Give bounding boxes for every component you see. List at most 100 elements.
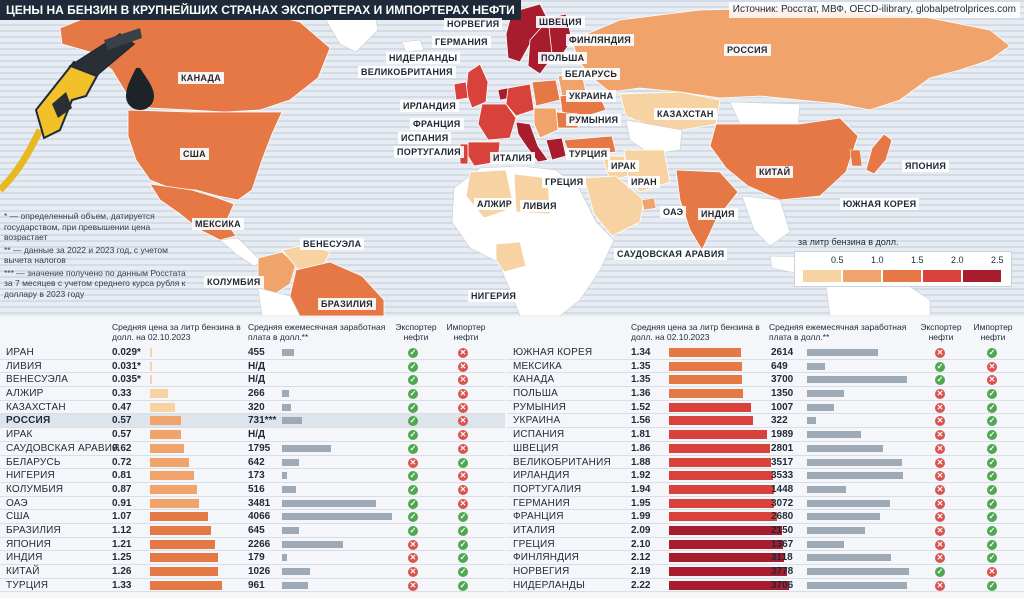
- price-value: 2.19: [631, 566, 651, 577]
- salary-value: 173: [248, 470, 265, 482]
- price-value: 1.56: [631, 415, 651, 427]
- map-label-21: ИРАК: [608, 160, 639, 172]
- check-icon: ✓: [408, 443, 418, 454]
- price-value: 0.035*: [112, 374, 141, 386]
- map-label-11: УКРАИНА: [566, 90, 617, 102]
- table-row: ГРЕЦИЯ 2.10 1367 ✕ ✓: [507, 538, 1024, 552]
- map-shape-south-america-rest: [257, 287, 301, 316]
- price-value: 0.57: [112, 415, 132, 427]
- map-label-23: ЯПОНИЯ: [902, 160, 950, 172]
- price-value: 1.21: [112, 538, 132, 550]
- salary-value: 3706: [771, 579, 794, 591]
- rows-left: ИРАН 0.029* 455 ✓ ✕ ЛИВИЯ 0.031* Н/Д ✓ ✕ ВЕНЕСУЭЛА…: [0, 346, 505, 593]
- price-value: 1.33: [112, 579, 132, 591]
- country-name: ЮЖНАЯ КОРЕЯ: [513, 347, 593, 358]
- price-value: 0.57: [112, 429, 132, 441]
- table-row: ЯПОНИЯ 1.21 2266 ✕ ✓: [0, 538, 505, 552]
- cross-icon: ✕: [408, 457, 418, 468]
- country-name: ВЕЛИКОБРИТАНИЯ: [513, 456, 611, 468]
- check-icon: ✓: [987, 525, 997, 536]
- legend-swatch-1: [803, 270, 841, 282]
- table-row: ГЕРМАНИЯ 1.95 3072 ✕ ✓: [507, 497, 1024, 511]
- cross-icon: ✕: [935, 498, 945, 509]
- salary-value: 1350: [771, 388, 794, 400]
- map-shape-mongolia: [729, 101, 801, 125]
- price-value: 1.26: [112, 566, 132, 577]
- cross-icon: ✕: [458, 498, 468, 509]
- country-name: МЕКСИКА: [513, 360, 563, 372]
- cross-icon: ✕: [935, 348, 945, 358]
- salary-bar: [807, 513, 880, 521]
- price-bar: [669, 498, 775, 508]
- cross-icon: ✕: [458, 416, 468, 427]
- price-bar: [669, 539, 783, 549]
- map-label-34: КОЛУМБИЯ: [204, 276, 264, 288]
- salary-value: 1989: [771, 429, 794, 441]
- map-shape-central-europe: [533, 107, 559, 139]
- footnote-2: ** — данные за 2022 и 2023 год, с учетом…: [4, 244, 168, 266]
- table-row: ВЕНЕСУЭЛА 0.035* Н/Д ✓ ✕: [0, 373, 505, 388]
- price-value: 0.91: [112, 497, 132, 509]
- legend-swatch-3: [883, 270, 921, 282]
- cross-icon: ✕: [458, 443, 468, 454]
- check-icon: ✓: [987, 416, 997, 427]
- price-bar: [669, 580, 789, 590]
- legend-tick-1: 0.5: [831, 255, 844, 265]
- price-bar: [669, 416, 754, 426]
- price-bar: [150, 443, 184, 453]
- salary-bar: [282, 472, 287, 480]
- price-value: 0.029*: [112, 347, 141, 358]
- table-row: США 1.07 4066 ✓ ✓: [0, 510, 505, 524]
- salary-bar: [807, 431, 861, 439]
- salary-value: 266: [248, 388, 265, 400]
- salary-value: 516: [248, 483, 265, 495]
- map-shape-greece: [545, 137, 567, 161]
- table-row: КАНАДА 1.35 3700 ✓ ✕: [507, 373, 1024, 388]
- price-value: 2.22: [631, 579, 651, 591]
- salary-value: 2266: [248, 538, 271, 550]
- legend-swatch-5: [963, 270, 1001, 282]
- check-icon: ✓: [408, 471, 418, 482]
- price-bar: [150, 539, 216, 549]
- map-shape-germany: [505, 83, 535, 117]
- country-name: ИРАН: [6, 347, 34, 358]
- map-label-3: ФИНЛЯНДИЯ: [566, 34, 634, 46]
- table-row: КИТАЙ 1.26 1026 ✕ ✓: [0, 565, 505, 579]
- cross-icon: ✕: [935, 430, 945, 441]
- map-label-7: РОССИЯ: [724, 44, 771, 56]
- country-name: РУМЫНИЯ: [513, 401, 567, 413]
- source-note: Источник: Росстат, МВФ, OECD-ilibrary, g…: [728, 2, 1020, 18]
- salary-bar: [807, 581, 908, 589]
- country-name: ФРАНЦИЯ: [513, 511, 564, 523]
- table-row: АЛЖИР 0.33 266 ✓ ✕: [0, 387, 505, 401]
- check-icon: ✓: [408, 416, 418, 427]
- price-bar: [150, 553, 218, 563]
- salary-bar: [807, 526, 866, 534]
- salary-value: 1007: [771, 401, 794, 413]
- map-label-33: САУДОВСКАЯ АРАВИЯ: [614, 248, 728, 260]
- price-value: 0.62: [112, 442, 132, 454]
- price-bar: [669, 348, 742, 357]
- country-name: БЕЛАРУСЬ: [6, 456, 61, 468]
- salary-value: 3118: [771, 552, 793, 564]
- price-bar: [150, 348, 152, 357]
- map-label-32: ВЕНЕСУЭЛА: [300, 238, 365, 250]
- footnotes: * — определенный объем, датируется госуд…: [4, 211, 196, 301]
- check-icon: ✓: [987, 389, 997, 400]
- cross-icon: ✕: [458, 402, 468, 413]
- cross-icon: ✕: [458, 471, 468, 482]
- price-value: 0.47: [112, 401, 132, 413]
- check-icon: ✓: [987, 443, 997, 454]
- map-shape-korea: [849, 149, 863, 167]
- cross-icon: ✕: [458, 375, 468, 386]
- price-value: 1.88: [631, 456, 651, 468]
- map-shape-uae: [641, 197, 657, 211]
- salary-bar: [807, 499, 891, 507]
- table-row: БЕЛАРУСЬ 0.72 642 ✕ ✓: [0, 456, 505, 470]
- country-name: РОССИЯ: [6, 415, 51, 427]
- salary-bar: [807, 444, 883, 452]
- map-label-22: КИТАЙ: [756, 166, 794, 178]
- price-value: 0.87: [112, 483, 132, 495]
- country-name: ШВЕЦИЯ: [513, 442, 559, 454]
- salary-bar: [807, 458, 903, 466]
